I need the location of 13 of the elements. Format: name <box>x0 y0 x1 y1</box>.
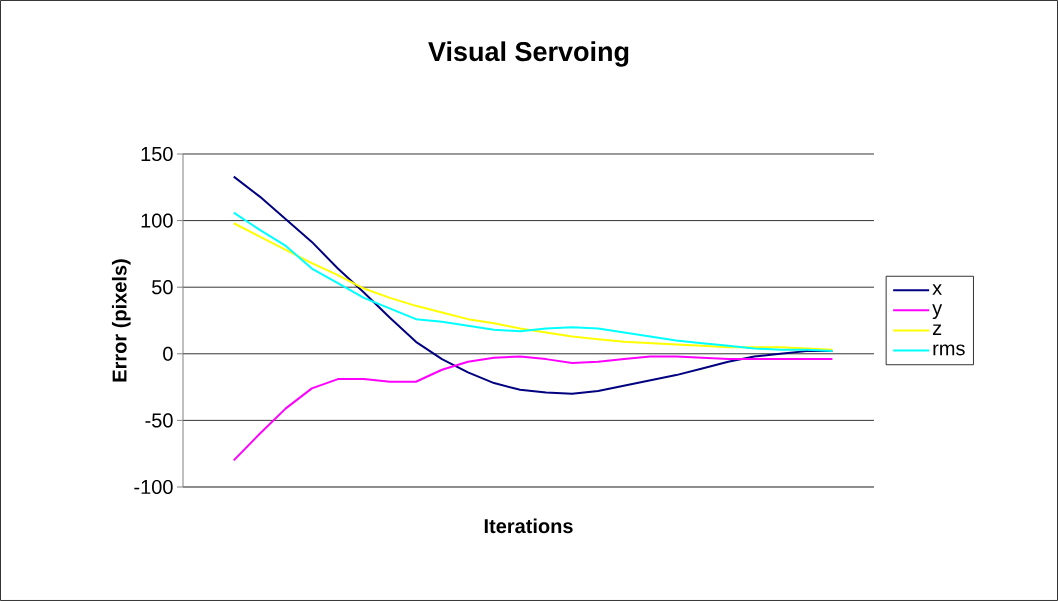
y-tick-label: 50 <box>152 280 173 295</box>
x-axis-title: Iterations <box>484 518 573 534</box>
y-axis-title: Error (pixels) <box>111 259 131 382</box>
chart-title: Visual Servoing <box>428 41 629 67</box>
legend-label: z <box>932 324 942 335</box>
y-tick-label: -100 <box>134 479 173 495</box>
legend-label: rms <box>933 344 965 356</box>
y-tick-label: 100 <box>141 213 173 228</box>
y-tick-label: -50 <box>145 413 173 428</box>
legend-label: y <box>932 304 943 320</box>
legend-label: x <box>932 284 942 295</box>
y-tick-label: 150 <box>141 146 173 162</box>
y-tick-label: 0 <box>163 346 173 361</box>
